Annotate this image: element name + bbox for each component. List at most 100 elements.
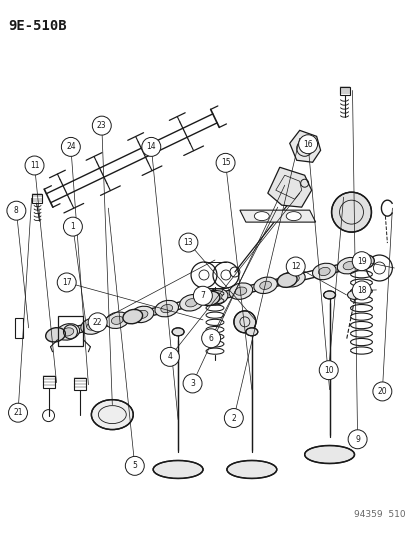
Circle shape [57, 273, 76, 292]
Text: 8: 8 [14, 206, 19, 215]
Ellipse shape [154, 301, 178, 317]
Text: 15: 15 [220, 158, 230, 167]
Ellipse shape [228, 283, 252, 300]
Ellipse shape [91, 400, 133, 430]
Circle shape [7, 201, 26, 220]
Ellipse shape [81, 318, 104, 334]
Circle shape [351, 252, 370, 271]
Ellipse shape [318, 268, 330, 276]
Text: 16: 16 [303, 140, 312, 149]
Circle shape [193, 286, 212, 305]
Circle shape [160, 348, 179, 366]
Circle shape [201, 329, 220, 348]
Ellipse shape [354, 255, 373, 269]
Circle shape [331, 192, 370, 232]
Bar [339, 87, 349, 95]
Ellipse shape [312, 263, 335, 280]
Ellipse shape [235, 287, 246, 295]
Polygon shape [289, 131, 320, 162]
Text: 24: 24 [66, 142, 76, 151]
Ellipse shape [179, 295, 203, 311]
Ellipse shape [199, 291, 219, 305]
Ellipse shape [304, 446, 354, 464]
Ellipse shape [204, 289, 228, 305]
Circle shape [178, 233, 197, 252]
Bar [43, 376, 55, 387]
Ellipse shape [161, 304, 172, 313]
Ellipse shape [337, 257, 360, 274]
Ellipse shape [185, 298, 197, 307]
Ellipse shape [253, 277, 277, 294]
Text: 1: 1 [70, 222, 75, 231]
Circle shape [216, 154, 235, 172]
Ellipse shape [153, 461, 202, 479]
Text: 5: 5 [132, 462, 137, 470]
Circle shape [92, 116, 111, 135]
Circle shape [372, 382, 391, 401]
Polygon shape [267, 167, 311, 207]
Ellipse shape [347, 290, 361, 300]
Circle shape [347, 430, 366, 449]
Bar [14, 318, 23, 338]
Ellipse shape [45, 328, 65, 342]
Text: 10: 10 [323, 366, 333, 375]
Circle shape [298, 135, 317, 154]
Ellipse shape [111, 316, 123, 325]
Text: 9E-510B: 9E-510B [9, 19, 67, 33]
Circle shape [25, 156, 44, 175]
Circle shape [318, 361, 337, 379]
Bar [57, 316, 83, 346]
Circle shape [125, 456, 144, 475]
Text: 17: 17 [62, 278, 71, 287]
Circle shape [9, 403, 27, 422]
Text: 19: 19 [356, 257, 366, 265]
Ellipse shape [105, 312, 129, 328]
Ellipse shape [130, 306, 154, 322]
Ellipse shape [226, 461, 276, 479]
Text: 14: 14 [146, 142, 156, 151]
Text: 11: 11 [30, 161, 39, 170]
Text: 2: 2 [231, 414, 236, 423]
Circle shape [61, 138, 80, 156]
Ellipse shape [62, 328, 74, 336]
Polygon shape [239, 210, 315, 222]
Ellipse shape [287, 274, 299, 283]
Ellipse shape [245, 328, 257, 336]
Circle shape [285, 257, 304, 276]
Text: 3: 3 [190, 379, 195, 388]
Circle shape [183, 374, 202, 393]
Ellipse shape [56, 324, 79, 340]
Ellipse shape [210, 293, 221, 301]
Text: 4: 4 [167, 352, 172, 361]
Ellipse shape [172, 328, 184, 336]
Circle shape [351, 281, 370, 300]
Text: 21: 21 [13, 408, 23, 417]
Text: 94359  510: 94359 510 [353, 510, 404, 519]
Bar [74, 378, 86, 390]
Text: 9: 9 [354, 435, 359, 444]
Ellipse shape [259, 281, 271, 289]
Ellipse shape [136, 310, 147, 319]
Ellipse shape [123, 310, 142, 324]
Circle shape [142, 138, 160, 156]
Ellipse shape [323, 291, 335, 299]
Text: 6: 6 [208, 334, 213, 343]
Ellipse shape [342, 262, 354, 270]
Circle shape [224, 408, 243, 427]
Circle shape [88, 313, 107, 332]
Bar [31, 194, 41, 203]
Ellipse shape [86, 322, 98, 330]
Text: 22: 22 [93, 318, 102, 327]
Text: 13: 13 [183, 238, 193, 247]
Text: 20: 20 [377, 387, 386, 396]
Circle shape [63, 217, 82, 236]
Text: 18: 18 [356, 286, 366, 295]
Text: 23: 23 [97, 121, 106, 130]
Ellipse shape [277, 273, 297, 287]
Ellipse shape [281, 271, 304, 287]
Circle shape [233, 311, 255, 333]
Ellipse shape [254, 212, 268, 221]
Text: 7: 7 [200, 291, 205, 300]
Text: 12: 12 [290, 262, 300, 271]
Ellipse shape [285, 212, 300, 221]
